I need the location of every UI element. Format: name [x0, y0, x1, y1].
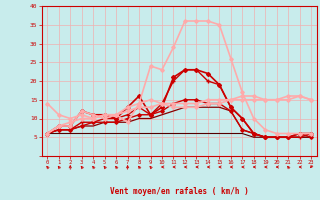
- Text: Vent moyen/en rafales ( km/h ): Vent moyen/en rafales ( km/h ): [110, 187, 249, 196]
